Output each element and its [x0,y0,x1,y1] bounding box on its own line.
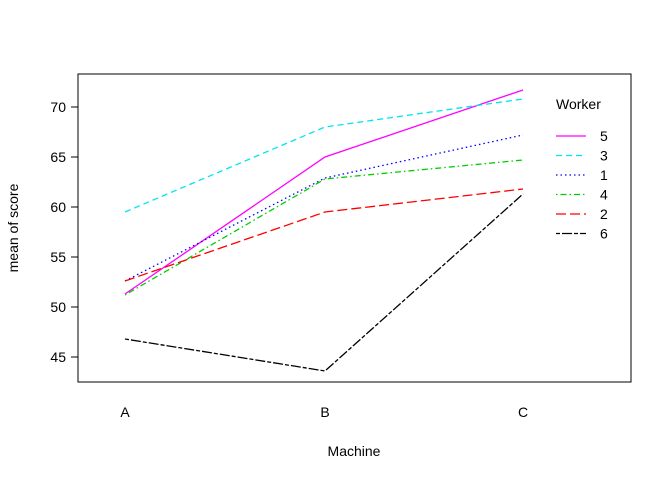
y-tick-label: 70 [50,99,66,115]
x-axis-title: Machine [328,443,381,459]
series-line-worker-4 [124,159,524,296]
legend-label-5: 5 [600,128,608,144]
x-axis: A B C [120,404,528,420]
legend-label-4: 4 [600,187,608,203]
legend-title: Worker [556,96,601,112]
legend-label-1: 1 [600,167,608,183]
x-tick-label: A [120,404,130,420]
series-line-worker-1 [124,134,524,282]
series-line-worker-2 [124,188,524,282]
legend-label-3: 3 [600,148,608,164]
plot-frame [77,73,632,383]
y-tick-label: 50 [50,299,66,315]
series-line-worker-5 [124,89,524,295]
legend-label-2: 2 [600,206,608,222]
x-tick-label: B [320,404,329,420]
y-tick-label: 60 [50,199,66,215]
series-line-worker-3 [124,98,524,213]
series-layer [124,89,524,372]
series-line-worker-6 [124,193,524,372]
legend: Worker 5 3 1 4 2 6 [556,96,608,242]
y-axis: 45 50 55 60 65 70 [50,99,78,365]
x-tick-label: C [518,404,528,420]
y-tick-label: 55 [50,249,66,265]
y-axis-title: mean of score [5,183,21,272]
y-tick-label: 45 [50,349,66,365]
y-tick-label: 65 [50,149,66,165]
legend-label-6: 6 [600,226,608,242]
